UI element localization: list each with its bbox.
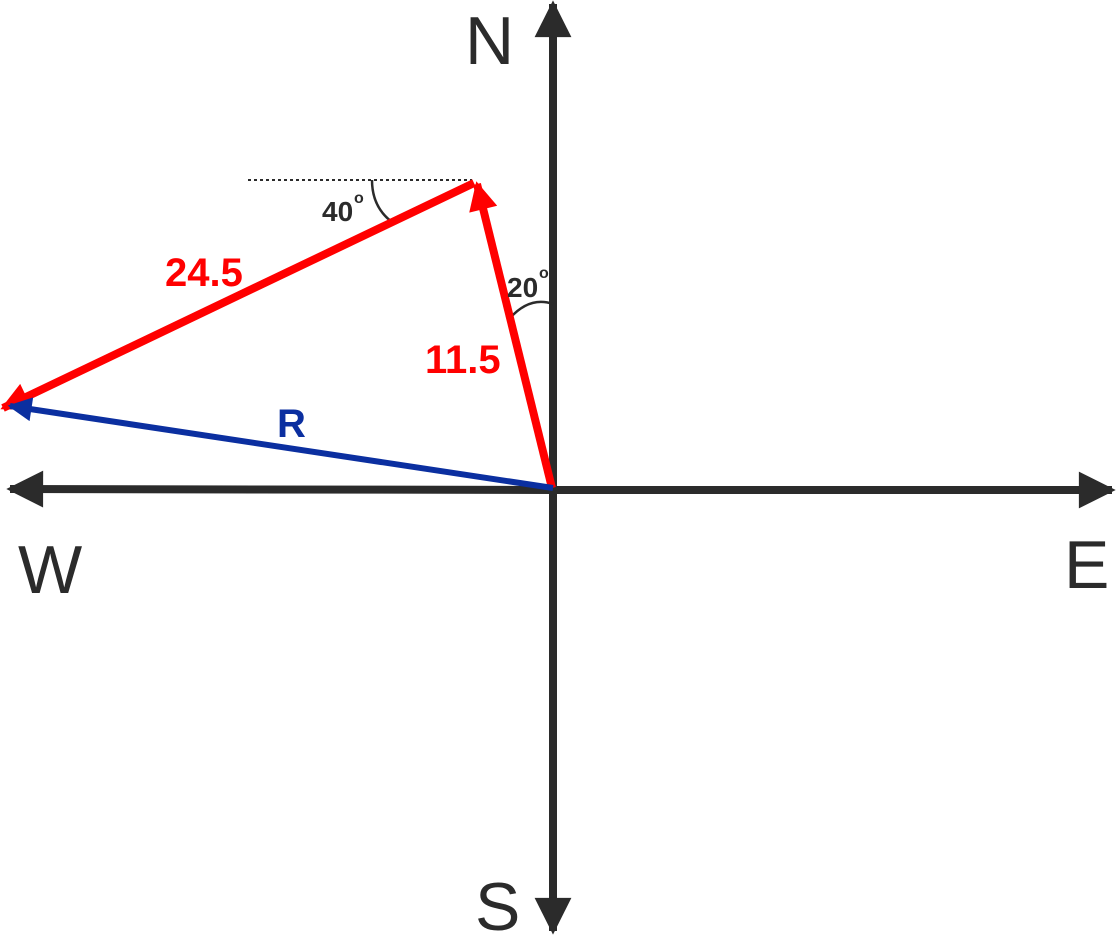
angle-arc-20 (509, 300, 554, 319)
resultant-vector-arrow (7, 397, 554, 491)
angle-40-label: 40 (322, 196, 353, 227)
angle-arc-40 (370, 179, 393, 223)
vector-11-5-arrow (469, 181, 556, 489)
south-label: S (475, 869, 520, 935)
west-axis-arrow (6, 470, 554, 508)
west-label: W (18, 532, 82, 608)
compass-axes (6, 0, 1116, 935)
angle-40-degree-symbol: o (354, 190, 364, 207)
angle-20-degree-symbol: o (539, 265, 549, 282)
east-label: E (1064, 527, 1109, 603)
north-label: N (465, 3, 514, 79)
vector-24-5-arrow (0, 179, 476, 412)
vector-11-5-label: 11.5 (425, 338, 501, 382)
vector-24-5-label: 24.5 (165, 251, 243, 295)
resultant-label: R (277, 402, 306, 446)
angle-20-label: 20 (507, 272, 538, 303)
